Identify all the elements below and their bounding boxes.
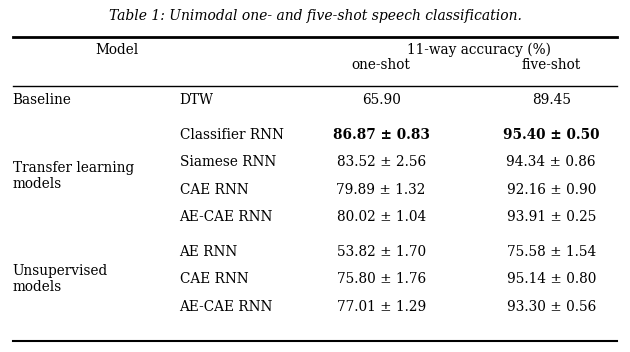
Text: Classifier RNN: Classifier RNN: [180, 128, 284, 142]
Text: 95.40 ± 0.50: 95.40 ± 0.50: [503, 128, 600, 142]
Text: Unsupervised
models: Unsupervised models: [13, 264, 108, 294]
Text: 93.91 ± 0.25: 93.91 ± 0.25: [507, 210, 596, 224]
Text: 11-way accuracy (%): 11-way accuracy (%): [407, 43, 551, 57]
Text: CAE RNN: CAE RNN: [180, 272, 248, 286]
Text: Model: Model: [95, 43, 138, 57]
Text: 92.16 ± 0.90: 92.16 ± 0.90: [507, 183, 596, 197]
Text: Transfer learning
models: Transfer learning models: [13, 161, 134, 191]
Text: AE-CAE RNN: AE-CAE RNN: [180, 210, 273, 224]
Text: Table 1: Unimodal one- and five-shot speech classification.: Table 1: Unimodal one- and five-shot spe…: [108, 9, 522, 23]
Text: DTW: DTW: [180, 93, 214, 107]
Text: 75.80 ± 1.76: 75.80 ± 1.76: [336, 272, 426, 286]
Text: 93.30 ± 0.56: 93.30 ± 0.56: [507, 300, 596, 314]
Text: 94.34 ± 0.86: 94.34 ± 0.86: [507, 155, 596, 169]
Text: 86.87 ± 0.83: 86.87 ± 0.83: [333, 128, 430, 142]
Text: Baseline: Baseline: [13, 93, 71, 107]
Text: 95.14 ± 0.80: 95.14 ± 0.80: [507, 272, 596, 286]
Text: AE-CAE RNN: AE-CAE RNN: [180, 300, 273, 314]
Text: 65.90: 65.90: [362, 93, 401, 107]
Text: Siamese RNN: Siamese RNN: [180, 155, 276, 169]
Text: 77.01 ± 1.29: 77.01 ± 1.29: [336, 300, 426, 314]
Text: five-shot: five-shot: [522, 58, 581, 72]
Text: 80.02 ± 1.04: 80.02 ± 1.04: [336, 210, 426, 224]
Text: one-shot: one-shot: [352, 58, 411, 72]
Text: 79.89 ± 1.32: 79.89 ± 1.32: [336, 183, 426, 197]
Text: 89.45: 89.45: [532, 93, 571, 107]
Text: 53.82 ± 1.70: 53.82 ± 1.70: [336, 245, 426, 259]
Text: 75.58 ± 1.54: 75.58 ± 1.54: [507, 245, 596, 259]
Text: CAE RNN: CAE RNN: [180, 183, 248, 197]
Text: 83.52 ± 2.56: 83.52 ± 2.56: [336, 155, 426, 169]
Text: AE RNN: AE RNN: [180, 245, 238, 259]
